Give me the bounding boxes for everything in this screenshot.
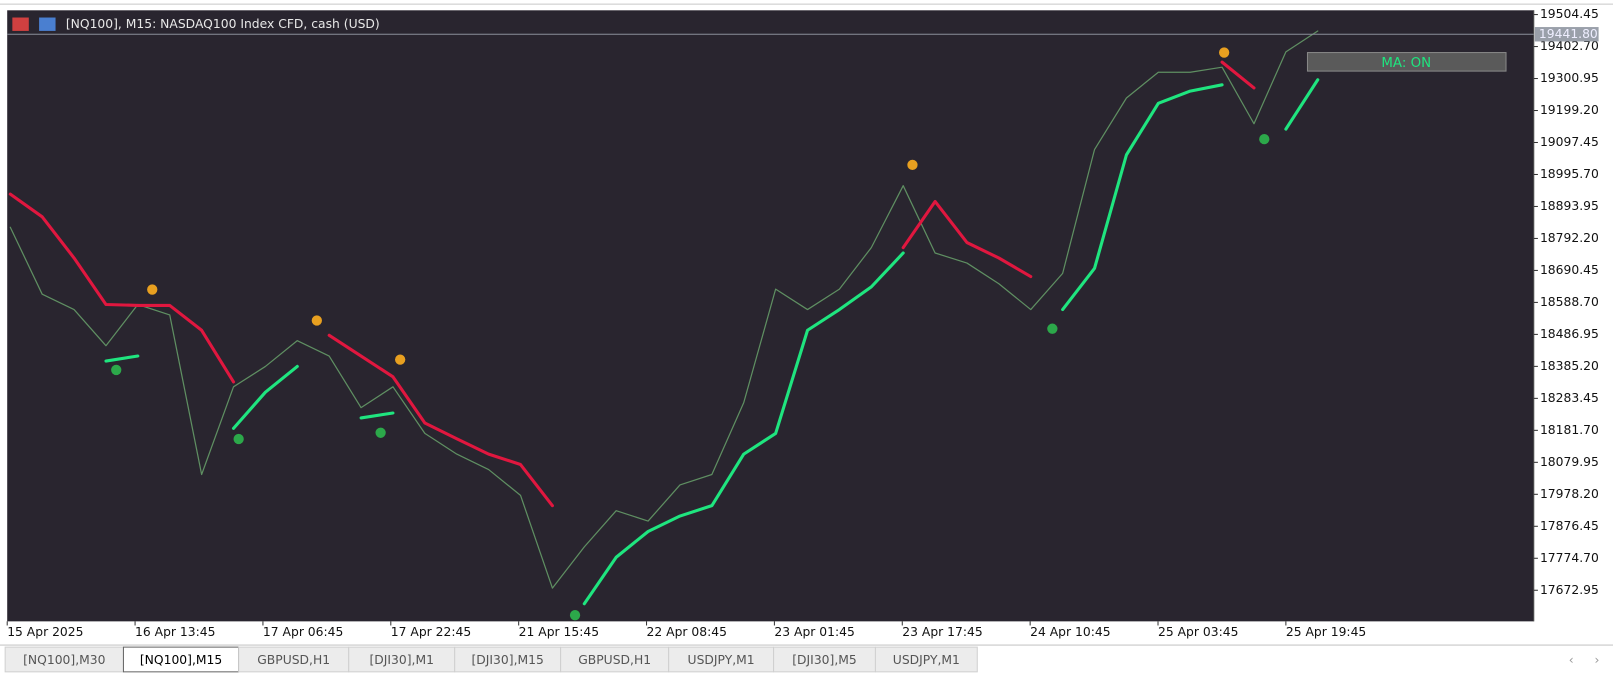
y-tick-label: 18283.45 <box>1540 391 1599 405</box>
y-tick-label: 19097.45 <box>1540 135 1599 149</box>
y-tick-label: 18893.95 <box>1540 199 1599 213</box>
buy-signal <box>233 433 244 445</box>
x-tick-label: 15 Apr 2025 <box>7 625 83 639</box>
y-tick-label: 19504.45 <box>1540 7 1599 21</box>
ma-button-label[interactable]: MA: ON <box>1381 56 1431 71</box>
sell-signal <box>147 284 158 295</box>
scroll-right[interactable]: › <box>1594 653 1599 667</box>
tab-label[interactable]: [DJI30],M1 <box>369 653 434 667</box>
buy-signal <box>569 610 581 621</box>
x-tick-label: 25 Apr 19:45 <box>1286 625 1366 639</box>
scroll-left[interactable]: ‹ <box>1569 653 1574 667</box>
tab[interactable] <box>238 646 350 673</box>
trend-line <box>104 78 1320 606</box>
tab[interactable] <box>454 646 562 673</box>
x-tick-label: 22 Apr 08:45 <box>647 625 727 639</box>
sell-signal <box>311 315 322 326</box>
buy-signal <box>1259 133 1270 145</box>
y-tick-label: 18486.95 <box>1540 327 1599 341</box>
chart-icon[interactable] <box>39 17 56 31</box>
y-tick-label: 18690.45 <box>1540 263 1599 277</box>
tab-label[interactable]: USDJPY,M1 <box>688 653 755 667</box>
tab-label[interactable]: [NQ100],M15 <box>140 653 222 667</box>
y-tick-label: 17978.20 <box>1540 487 1599 501</box>
x-tick-label: 17 Apr 06:45 <box>263 625 343 639</box>
tab-label[interactable]: [DJI30],M15 <box>471 653 543 667</box>
ma-button[interactable] <box>1306 52 1507 72</box>
y-tick-label: 17774.70 <box>1540 551 1599 565</box>
sell-signal <box>395 354 406 365</box>
menu-icon[interactable] <box>12 17 29 31</box>
tab-label[interactable]: USDJPY,M1 <box>893 653 960 667</box>
tab[interactable] <box>668 646 775 673</box>
buy-signal <box>1047 323 1058 334</box>
y-tick-label: 18079.95 <box>1540 455 1599 469</box>
last-price-label: 19441.80 <box>1539 27 1598 41</box>
chart-title: [NQ100], M15: NASDAQ100 Index CFD, cash … <box>66 17 380 31</box>
tab-label[interactable]: [NQ100],M30 <box>23 653 105 667</box>
tab[interactable] <box>560 646 670 673</box>
price-line <box>9 30 1319 589</box>
y-tick-label: 19199.20 <box>1540 103 1599 117</box>
x-tick-label: 23 Apr 17:45 <box>902 625 982 639</box>
tab-label[interactable]: [DJI30],M5 <box>792 653 857 667</box>
signals <box>111 47 1270 621</box>
tab[interactable] <box>348 646 456 673</box>
sell-signal <box>907 159 918 171</box>
x-tick-label: 25 Apr 03:45 <box>1158 625 1238 639</box>
y-tick-label: 17876.45 <box>1540 519 1599 533</box>
y-tick-label: 19300.95 <box>1540 71 1599 85</box>
plot-area <box>7 10 1534 622</box>
x-tick-label: 23 Apr 01:45 <box>774 625 854 639</box>
y-tick-label: 18792.20 <box>1540 231 1599 245</box>
y-tick-label: 18588.70 <box>1540 295 1599 309</box>
x-tick-label: 17 Apr 22:45 <box>391 625 471 639</box>
sell-signal <box>1219 47 1230 58</box>
trend-line <box>8 60 1256 508</box>
y-tick-label: 17672.95 <box>1540 583 1599 597</box>
x-tick-label: 16 Apr 13:45 <box>135 625 215 639</box>
y-tick-label: 18995.70 <box>1540 167 1599 181</box>
buy-signal <box>111 364 122 376</box>
y-tick-label: 18385.20 <box>1540 359 1599 373</box>
tab-label[interactable]: GBPUSD,H1 <box>257 653 330 667</box>
buy-signal <box>375 427 386 438</box>
x-tick-label: 21 Apr 15:45 <box>519 625 599 639</box>
y-tick-label: 18181.70 <box>1540 423 1599 437</box>
tab[interactable] <box>874 646 978 673</box>
tab-label[interactable]: GBPUSD,H1 <box>578 653 651 667</box>
y-tick-label: 19402.70 <box>1540 39 1599 53</box>
last-price-box <box>1534 27 1599 42</box>
x-tick-label: 24 Apr 10:45 <box>1030 625 1110 639</box>
